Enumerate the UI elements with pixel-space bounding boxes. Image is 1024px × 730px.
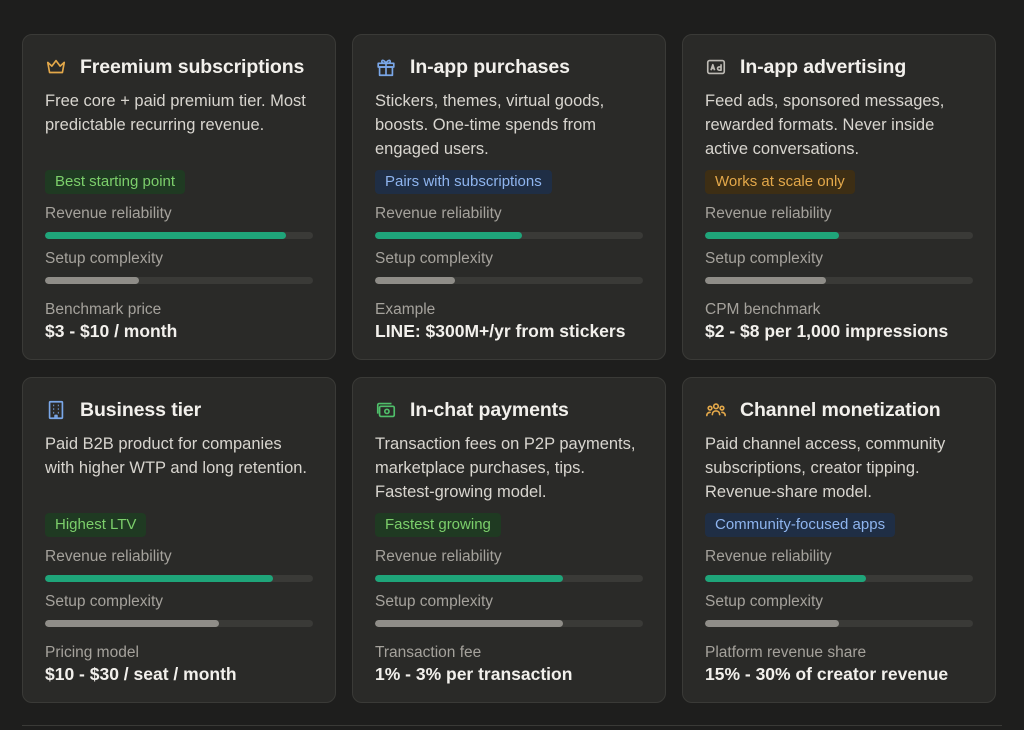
card-badge: Works at scale only (705, 170, 855, 194)
model-card: In-app advertising Feed ads, sponsored m… (682, 34, 996, 360)
reliability-label: Revenue reliability (705, 205, 832, 222)
card-title: In-chat payments (410, 398, 569, 421)
card-badge: Best starting point (45, 170, 186, 194)
model-card: Business tier Paid B2B product for compa… (22, 377, 336, 703)
complexity-fill (375, 620, 563, 627)
card-header: In-chat payments (375, 398, 643, 422)
footer-value: $10 - $30 / seat / month (45, 664, 237, 684)
payment-icon (375, 399, 397, 421)
footer-label: Transaction fee (375, 644, 482, 661)
footer-value: $2 - $8 per 1,000 impressions (705, 321, 949, 341)
complexity-fill (45, 277, 139, 284)
building-icon (45, 399, 67, 421)
complexity-fill (705, 620, 839, 627)
reliability-fill (45, 232, 287, 239)
gift-icon (375, 56, 397, 78)
complexity-label: Setup complexity (705, 593, 824, 610)
card-header: Freemium subscriptions (45, 55, 313, 79)
reliability-bar (705, 575, 973, 582)
footer-value: $3 - $10 / month (45, 321, 178, 341)
divider (22, 725, 1002, 726)
complexity-label: Setup complexity (45, 593, 164, 610)
card-badge: Community-focused apps (705, 513, 896, 537)
card-badge: Pairs with subscriptions (375, 170, 552, 194)
card-title: In-app purchases (410, 55, 570, 78)
reliability-label: Revenue reliability (375, 205, 502, 222)
monetization-grid: Freemium subscriptions Free core + paid … (22, 34, 996, 703)
reliability-fill (375, 575, 563, 582)
card-header: In-app advertising (705, 55, 973, 79)
model-card: In-app purchases Stickers, themes, virtu… (352, 34, 666, 360)
complexity-bar (375, 620, 643, 627)
card-description: Paid channel access, community subscript… (705, 435, 946, 501)
complexity-fill (705, 277, 826, 284)
reliability-bar (705, 232, 973, 239)
footer-value: LINE: $300M+/yr from stickers (375, 321, 626, 341)
reliability-fill (705, 232, 839, 239)
footer-label: Benchmark price (45, 301, 162, 318)
card-description: Free core + paid premium tier. Most pred… (45, 92, 306, 134)
reliability-bar (375, 575, 643, 582)
card-title: Freemium subscriptions (80, 55, 305, 78)
card-header: Channel monetization (705, 398, 973, 422)
complexity-bar (705, 620, 973, 627)
card-badge: Highest LTV (45, 513, 147, 537)
reliability-label: Revenue reliability (45, 205, 172, 222)
card-description: Feed ads, sponsored messages, rewarded f… (705, 92, 945, 158)
complexity-label: Setup complexity (375, 250, 494, 267)
card-badge: Fastest growing (375, 513, 501, 537)
complexity-fill (375, 277, 456, 284)
model-card: In-chat payments Transaction fees on P2P… (352, 377, 666, 703)
card-description: Paid B2B product for companies with high… (45, 435, 308, 477)
ad-icon (705, 56, 727, 78)
model-card: Channel monetization Paid channel access… (682, 377, 996, 703)
card-title: Channel monetization (740, 398, 941, 421)
reliability-bar (375, 232, 643, 239)
complexity-label: Setup complexity (45, 250, 164, 267)
reliability-fill (375, 232, 523, 239)
reliability-label: Revenue reliability (45, 548, 172, 565)
card-description: Stickers, themes, virtual goods, boosts.… (375, 92, 605, 158)
complexity-bar (705, 277, 973, 284)
complexity-bar (375, 277, 643, 284)
footer-value: 15% - 30% of creator revenue (705, 664, 949, 684)
crown-icon (45, 56, 67, 78)
card-title: Business tier (80, 398, 202, 421)
complexity-label: Setup complexity (705, 250, 824, 267)
model-card: Freemium subscriptions Free core + paid … (22, 34, 336, 360)
complexity-label: Setup complexity (375, 593, 494, 610)
reliability-fill (705, 575, 866, 582)
card-header: In-app purchases (375, 55, 643, 79)
footer-label: Pricing model (45, 644, 139, 661)
complexity-bar (45, 277, 313, 284)
community-icon (705, 399, 727, 421)
complexity-bar (45, 620, 313, 627)
reliability-bar (45, 575, 313, 582)
card-description: Transaction fees on P2P payments, market… (375, 435, 636, 501)
footer-label: Example (375, 301, 436, 318)
reliability-bar (45, 232, 313, 239)
reliability-label: Revenue reliability (705, 548, 832, 565)
complexity-fill (45, 620, 220, 627)
footer-value: 1% - 3% per transaction (375, 664, 573, 684)
reliability-label: Revenue reliability (375, 548, 502, 565)
card-title: In-app advertising (740, 55, 907, 78)
card-header: Business tier (45, 398, 313, 422)
reliability-fill (45, 575, 273, 582)
footer-label: CPM benchmark (705, 301, 821, 318)
footer-label: Platform revenue share (705, 644, 867, 661)
